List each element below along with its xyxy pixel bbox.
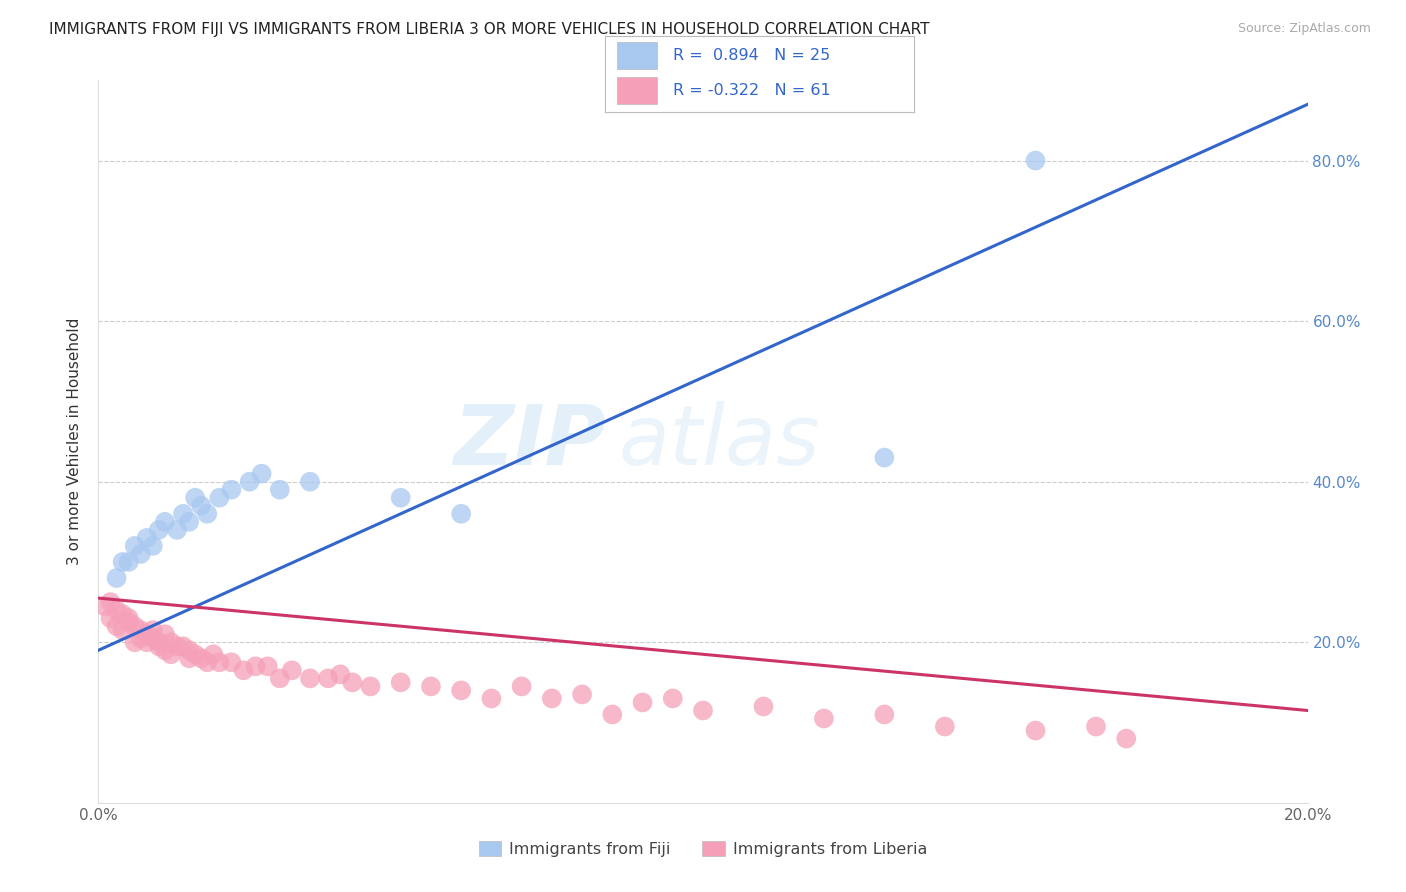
Point — [105, 571, 128, 585]
Point — [148, 635, 170, 649]
Point — [1024, 153, 1046, 168]
Legend: Immigrants from Fiji, Immigrants from Liberia: Immigrants from Fiji, Immigrants from Li… — [472, 835, 934, 863]
Point — [481, 691, 503, 706]
Point — [316, 671, 339, 685]
Point — [342, 675, 364, 690]
Point — [172, 507, 194, 521]
Point — [111, 555, 134, 569]
Point — [269, 671, 291, 685]
Point — [190, 651, 212, 665]
Text: ZIP: ZIP — [454, 401, 606, 482]
Point — [118, 611, 141, 625]
Point — [160, 635, 183, 649]
Point — [153, 515, 176, 529]
Point — [179, 651, 201, 665]
Point — [602, 707, 624, 722]
Point — [239, 475, 262, 489]
Point — [166, 523, 188, 537]
Point — [299, 475, 322, 489]
Point — [105, 603, 128, 617]
Point — [329, 667, 352, 681]
Point — [873, 450, 896, 465]
Point — [135, 635, 157, 649]
Point — [129, 632, 152, 646]
Point — [111, 607, 134, 621]
Point — [934, 719, 956, 733]
Point — [510, 680, 533, 694]
Point — [221, 655, 243, 669]
Point — [166, 639, 188, 653]
Point — [184, 648, 207, 662]
Point — [450, 507, 472, 521]
Point — [93, 599, 115, 614]
Point — [571, 687, 593, 701]
Point — [208, 491, 231, 505]
Point — [142, 539, 165, 553]
Point — [190, 499, 212, 513]
Point — [160, 648, 183, 662]
FancyBboxPatch shape — [617, 42, 657, 69]
Text: R = -0.322   N = 61: R = -0.322 N = 61 — [672, 83, 831, 98]
Point — [221, 483, 243, 497]
Text: Source: ZipAtlas.com: Source: ZipAtlas.com — [1237, 22, 1371, 36]
Point — [135, 531, 157, 545]
Point — [1085, 719, 1108, 733]
Text: IMMIGRANTS FROM FIJI VS IMMIGRANTS FROM LIBERIA 3 OR MORE VEHICLES IN HOUSEHOLD : IMMIGRANTS FROM FIJI VS IMMIGRANTS FROM … — [49, 22, 929, 37]
Point — [202, 648, 225, 662]
Point — [232, 664, 254, 678]
Point — [540, 691, 562, 706]
Point — [179, 515, 201, 529]
Text: R =  0.894   N = 25: R = 0.894 N = 25 — [672, 48, 830, 63]
Point — [124, 635, 146, 649]
Text: atlas: atlas — [619, 401, 820, 482]
Point — [184, 491, 207, 505]
Point — [195, 655, 218, 669]
Point — [281, 664, 304, 678]
Point — [105, 619, 128, 633]
Point — [172, 639, 194, 653]
Point — [299, 671, 322, 685]
Point — [111, 623, 134, 637]
Point — [873, 707, 896, 722]
Y-axis label: 3 or more Vehicles in Household: 3 or more Vehicles in Household — [67, 318, 83, 566]
Point — [692, 703, 714, 717]
Point — [360, 680, 382, 694]
Point — [256, 659, 278, 673]
Point — [118, 615, 141, 630]
Point — [269, 483, 291, 497]
Point — [153, 627, 176, 641]
Point — [389, 491, 412, 505]
Point — [208, 655, 231, 669]
Point — [195, 507, 218, 521]
Point — [129, 547, 152, 561]
Point — [179, 643, 201, 657]
Point — [100, 611, 122, 625]
Point — [135, 627, 157, 641]
Point — [142, 623, 165, 637]
Point — [389, 675, 412, 690]
Point — [153, 643, 176, 657]
Point — [1115, 731, 1137, 746]
Point — [100, 595, 122, 609]
Point — [813, 712, 835, 726]
Point — [129, 623, 152, 637]
Point — [420, 680, 443, 694]
Point — [661, 691, 683, 706]
Point — [250, 467, 273, 481]
Point — [752, 699, 775, 714]
Point — [124, 539, 146, 553]
Point — [631, 696, 654, 710]
Point — [245, 659, 267, 673]
Point — [118, 555, 141, 569]
Point — [142, 632, 165, 646]
Point — [124, 619, 146, 633]
FancyBboxPatch shape — [617, 77, 657, 104]
Point — [148, 639, 170, 653]
Point — [148, 523, 170, 537]
Point — [1024, 723, 1046, 738]
Point — [450, 683, 472, 698]
